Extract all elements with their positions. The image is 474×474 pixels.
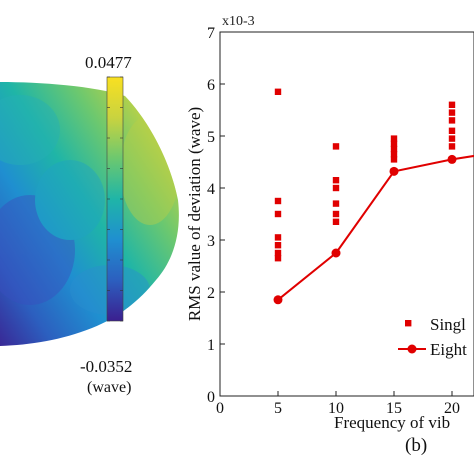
y-tick-label: 7 xyxy=(207,25,215,42)
scatter-point xyxy=(274,88,282,95)
scatter-point xyxy=(332,177,340,184)
line-point xyxy=(331,248,341,258)
scatter-point xyxy=(448,135,456,142)
scatter-point xyxy=(332,218,340,225)
plot-frame xyxy=(219,31,474,397)
legend-label: Eight xyxy=(430,340,467,359)
scatter-point xyxy=(448,127,456,134)
colorbar-min-label: -0.0352 xyxy=(80,357,133,376)
y-tick-label: 6 xyxy=(207,77,215,94)
scatter-point xyxy=(274,249,282,257)
x-tick-label: 5 xyxy=(274,400,282,417)
scatter-point xyxy=(274,255,282,262)
surface-map xyxy=(0,82,179,346)
series-line xyxy=(277,154,474,301)
y-tick-label: 4 xyxy=(207,181,215,198)
x-tick-label: 10 xyxy=(328,400,344,417)
y-axis-label: RMS value of deviation (wave) xyxy=(185,107,204,321)
line-point xyxy=(389,166,399,176)
y-tick-label: 0 xyxy=(207,389,215,406)
y-tick-label: 5 xyxy=(207,129,215,146)
panel-b-label: (b) xyxy=(405,435,428,456)
scatter-point xyxy=(274,197,282,205)
scatter-point xyxy=(274,210,282,218)
colorbar-ticks xyxy=(107,76,123,322)
x-tick-label: 15 xyxy=(386,400,402,417)
colorbar-unit-label: (wave) xyxy=(87,379,132,396)
legend-label: Singl xyxy=(430,315,466,334)
legend-marker-circle xyxy=(407,344,417,354)
scatter-point xyxy=(390,140,398,147)
scatter-point xyxy=(390,151,398,158)
y-multiplier: x10-3 xyxy=(222,14,255,29)
y-tick-label: 1 xyxy=(207,337,215,354)
scatter-point xyxy=(274,234,282,241)
line-point xyxy=(447,154,457,164)
scatter-point xyxy=(332,143,340,150)
scatter-point xyxy=(332,184,340,192)
scatter-point xyxy=(274,242,282,249)
chart-area: 0 5 10 15 20 0 1 2 3 4 5 6 7 Singl Eight x10-3 RMS v… xyxy=(185,14,474,432)
scatter-point xyxy=(332,210,340,218)
x-tick-label: 0 xyxy=(216,400,224,417)
scatter-point xyxy=(390,145,398,153)
scatter-point xyxy=(448,117,456,124)
colorbar-max-label: 0.0477 xyxy=(85,53,132,72)
y-tick-label: 3 xyxy=(207,233,215,250)
scatter-point xyxy=(332,200,340,207)
scatter-point xyxy=(390,156,398,163)
x-axis-label: Frequency of vib xyxy=(334,413,450,432)
legend-marker-square xyxy=(405,320,412,327)
scatter-point xyxy=(448,109,456,116)
scatter-point xyxy=(448,143,456,150)
x-tick-label: 20 xyxy=(444,400,460,417)
scatter-point xyxy=(390,135,398,142)
y-tick-label: 2 xyxy=(207,285,215,302)
line-point xyxy=(273,295,283,305)
scatter-point xyxy=(448,101,456,108)
